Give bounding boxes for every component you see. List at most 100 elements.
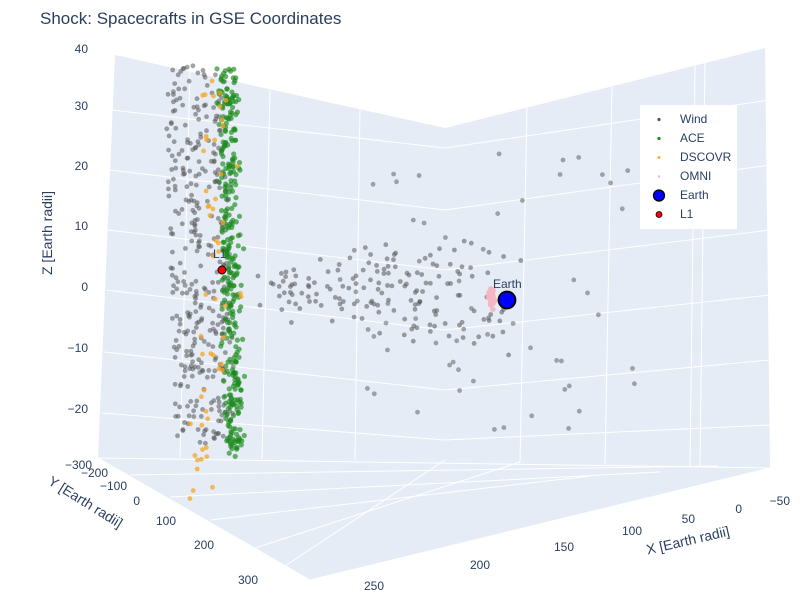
legend-item-earth[interactable]: Earth (640, 186, 737, 205)
wind-point (297, 306, 303, 311)
wind-point (337, 277, 343, 282)
wind-point (180, 290, 185, 296)
wind-point (280, 278, 286, 284)
wind-point (469, 273, 475, 279)
ace-point (229, 224, 235, 230)
wind-point (412, 306, 418, 312)
legend-item-wind[interactable]: Wind (640, 110, 737, 129)
wind-point (196, 142, 202, 148)
wind-point (340, 283, 346, 289)
wind-point (175, 413, 181, 419)
wind-point (368, 252, 373, 257)
wind-point (184, 348, 190, 354)
wind-point (204, 114, 209, 120)
wind-point (559, 358, 564, 364)
wind-point (210, 280, 216, 285)
wind-point (183, 246, 188, 251)
ace-point (230, 292, 236, 298)
wind-point (384, 256, 390, 262)
wind-point (312, 280, 317, 286)
wind-point (188, 181, 194, 187)
wind-point (313, 298, 318, 304)
ace-point (224, 206, 230, 212)
tick-labels: −20−10010203040−300−200−1000100200300−50… (65, 42, 790, 593)
ace-point (228, 286, 234, 292)
wind-point (165, 179, 171, 185)
wind-point (374, 269, 380, 274)
wind-point (279, 307, 285, 312)
ace-point (230, 314, 236, 321)
ace-point (232, 126, 238, 132)
ace-point (230, 383, 236, 389)
wind-point (279, 271, 284, 276)
legend-item-l1[interactable]: L1 (640, 205, 737, 224)
wind-point (455, 292, 461, 298)
dscovr-point (200, 447, 205, 452)
wind-point (510, 321, 516, 326)
wind-point (169, 272, 175, 278)
ace-point (223, 252, 229, 258)
wind-point (216, 431, 222, 436)
wind-point (182, 420, 188, 425)
wind-point (206, 242, 212, 248)
ace-point (226, 305, 232, 311)
wind-point (181, 279, 187, 284)
wind-point (166, 193, 172, 199)
dscovr-point (202, 92, 208, 98)
ace-point (230, 412, 237, 419)
l1-marker (217, 265, 227, 275)
wind-point (203, 427, 209, 432)
wind-point (443, 235, 448, 240)
legend-item-dscovr[interactable]: DSCOVR (640, 148, 737, 167)
ace-point (233, 182, 239, 188)
legend-item-ace[interactable]: ACE (640, 129, 737, 148)
wind-point (447, 362, 452, 368)
wind-point (414, 288, 420, 293)
x-axis-title: X [Earth radii] (645, 523, 731, 558)
wind-point (210, 320, 216, 326)
dscovr-point (203, 133, 209, 139)
wind-point (204, 374, 210, 380)
wind-point (381, 266, 387, 272)
wind-point (169, 231, 174, 236)
wind-point (193, 325, 199, 330)
ace-point (228, 219, 234, 225)
wind-point (194, 248, 200, 254)
dscovr-point (210, 484, 215, 490)
wind-point (211, 288, 217, 294)
special-markers[interactable]: Earth L1 (213, 247, 522, 310)
wind-point (385, 347, 390, 353)
ace-point (236, 346, 242, 352)
dscovr-point (223, 97, 229, 103)
wind-point (335, 267, 341, 273)
ace-point (234, 437, 240, 443)
wind-point (198, 131, 203, 137)
wind-point (432, 323, 437, 329)
wind-point (329, 318, 335, 324)
wind-point (306, 284, 312, 290)
wind-point (485, 332, 490, 337)
dscovr-point (201, 387, 207, 393)
ace-point (231, 322, 238, 328)
wind-point (166, 186, 171, 192)
y-tick-label: 0 (133, 494, 140, 508)
ace-point (226, 300, 232, 306)
wind-point (497, 318, 503, 324)
wind-point (442, 321, 448, 326)
wind-point (383, 242, 389, 248)
wind-point (461, 326, 467, 332)
grid-line-vertical (261, 89, 271, 460)
wind-point (197, 244, 203, 250)
ace-point (232, 262, 238, 268)
legend-item-omni[interactable]: OMNI (640, 167, 737, 186)
data-points[interactable] (164, 63, 637, 501)
wind-point (195, 427, 201, 432)
omni-point (488, 297, 494, 304)
wind-point (182, 270, 187, 275)
wind-point (213, 331, 219, 336)
wind-point (191, 414, 197, 419)
ace-point (223, 181, 229, 187)
wind-point (177, 317, 183, 322)
ace-point (235, 243, 241, 249)
